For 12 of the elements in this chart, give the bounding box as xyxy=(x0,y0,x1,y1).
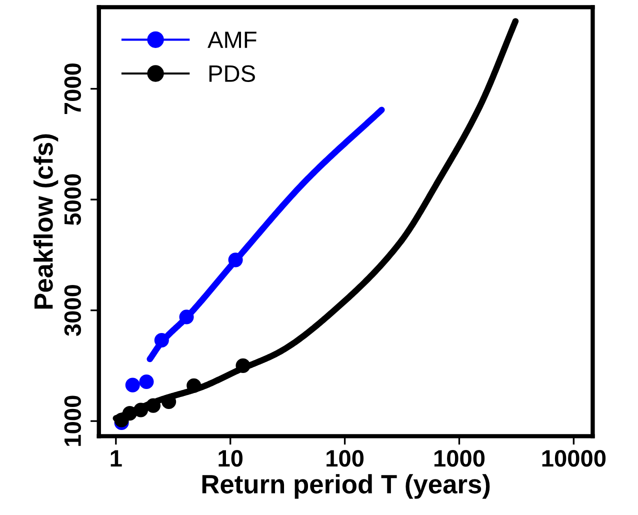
x-axis-title: Return period T (years) xyxy=(202,474,490,499)
y-tick-label: 3000 xyxy=(64,285,82,336)
legend-label: AMF xyxy=(208,32,256,48)
y-tick-label: 7000 xyxy=(64,63,82,114)
y-tick-label: 5000 xyxy=(64,174,82,226)
legend-label: PDS xyxy=(209,65,255,82)
x-tick-label: 100 xyxy=(326,450,364,467)
x-tick-label: 10000 xyxy=(542,450,606,467)
x-tick-label: 10 xyxy=(218,450,243,467)
y-axis-title: Peakflow (cfs) xyxy=(34,134,58,309)
x-tick-label: 1 xyxy=(110,450,122,467)
x-tick-label: 1000 xyxy=(434,450,485,467)
